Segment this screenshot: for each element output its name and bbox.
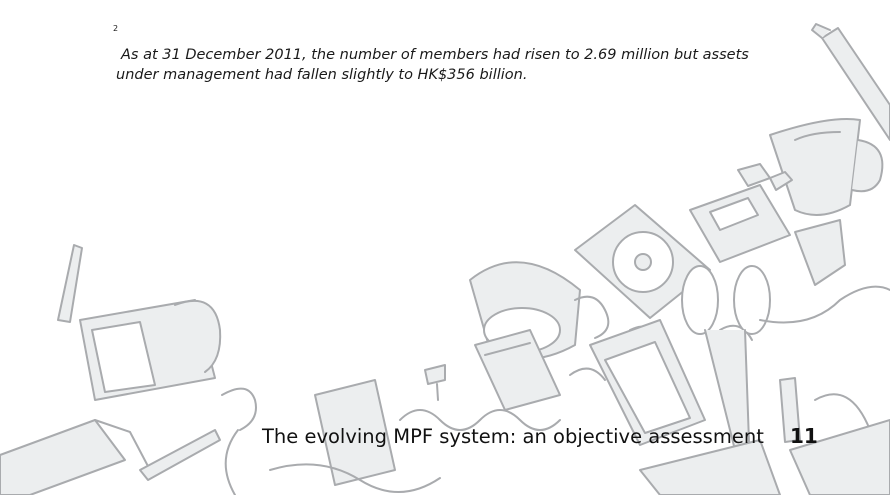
scissors-icon bbox=[681, 265, 771, 471]
pushpin-icon bbox=[737, 163, 793, 191]
pushpin-icon bbox=[424, 364, 446, 401]
running-footer-title: The evolving MPF system: an objective as… bbox=[262, 425, 764, 448]
calculator-icon bbox=[689, 184, 791, 263]
page-number: 11 bbox=[790, 424, 818, 448]
tray-icon bbox=[589, 319, 706, 446]
mouse-icon bbox=[221, 387, 257, 495]
footnote-line-2: under management had fallen slightly to … bbox=[116, 67, 528, 83]
pen-icon bbox=[57, 244, 83, 323]
clipboard-icon bbox=[314, 379, 396, 486]
notebook-icon bbox=[0, 419, 151, 495]
telephone-icon bbox=[79, 299, 222, 401]
cable-icon bbox=[759, 285, 890, 431]
pencil-icon bbox=[139, 429, 221, 481]
pen-icon bbox=[811, 23, 890, 141]
mug-icon bbox=[769, 118, 884, 216]
sticky-notes-icon bbox=[474, 329, 561, 411]
footnote-marker: 2 bbox=[113, 24, 119, 33]
keyboard-icon bbox=[639, 419, 890, 495]
footnote-line-1: As at 31 December 2011, the number of me… bbox=[121, 47, 749, 63]
marker-icon bbox=[779, 377, 801, 443]
binder-clip-icon bbox=[794, 219, 846, 286]
cd-disc-icon bbox=[574, 204, 711, 319]
coiled-wire-icon bbox=[269, 409, 561, 493]
